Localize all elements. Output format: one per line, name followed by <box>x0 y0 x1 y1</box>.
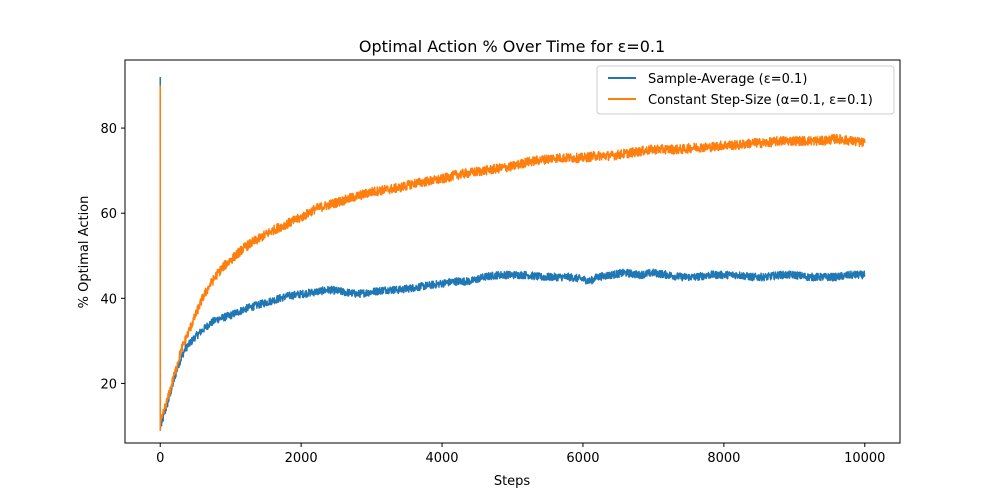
plot-area <box>124 59 901 444</box>
x-tick-label: 2000 <box>285 451 318 466</box>
x-tick-label: 10000 <box>844 451 885 466</box>
y-tick-label: 60 <box>100 207 117 222</box>
y-tick-label: 80 <box>100 122 117 137</box>
series-line-constant-step-size <box>159 85 866 431</box>
x-axis: 0 2000 4000 6000 8000 10000 <box>156 443 885 466</box>
series-line-sample-average <box>159 77 866 431</box>
series-layer <box>159 77 866 431</box>
y-axis-label: % Optimal Action <box>77 196 92 309</box>
y-tick-label: 40 <box>100 292 117 307</box>
x-axis-label: Steps <box>494 474 531 489</box>
legend-label-sample-average: Sample-Average (ε=0.1) <box>648 72 807 87</box>
x-tick-label: 6000 <box>566 451 599 466</box>
x-tick-label: 0 <box>156 451 164 466</box>
y-tick-label: 20 <box>100 377 117 392</box>
legend-box <box>596 65 895 115</box>
plot-frame <box>124 59 901 444</box>
chart-title: Optimal Action % Over Time for ε=0.1 <box>359 37 665 56</box>
x-tick-label: 4000 <box>425 451 458 466</box>
legend-label-constant-step-size: Constant Step-Size (α=0.1, ε=0.1) <box>648 93 873 108</box>
legend: Sample-Average (ε=0.1) Constant Step-Siz… <box>596 65 895 115</box>
y-axis: 20 40 60 80 <box>100 122 125 392</box>
x-tick-label: 8000 <box>707 451 740 466</box>
